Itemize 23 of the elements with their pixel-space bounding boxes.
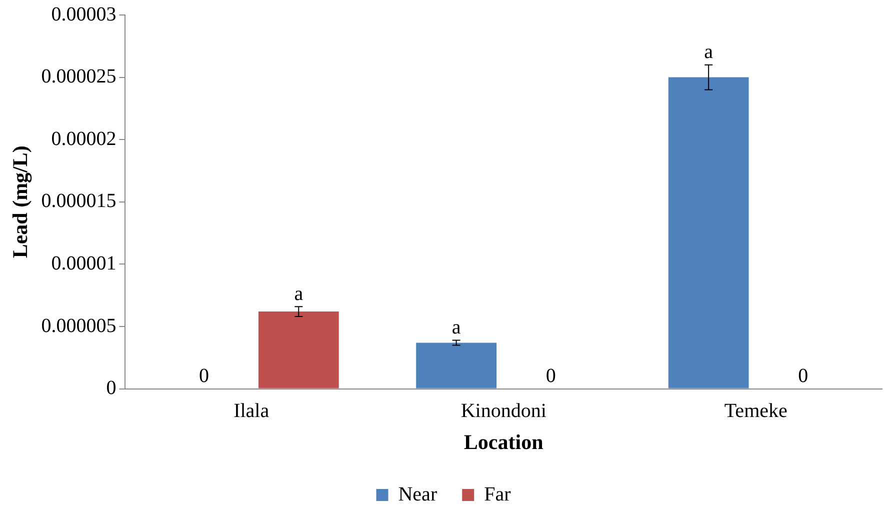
- bar: [668, 77, 749, 388]
- annotation: a: [294, 282, 304, 305]
- annotation: 0: [199, 365, 210, 388]
- bar: [416, 342, 497, 388]
- x-tick-label: Temeke: [724, 400, 788, 422]
- y-tick-label: 0.000025: [41, 66, 116, 88]
- annotation: a: [704, 41, 714, 64]
- y-tick-label: 0.00002: [51, 128, 116, 150]
- x-tick-label: Kinondoni: [460, 400, 547, 422]
- y-tick-label: 0.000015: [41, 190, 116, 212]
- x-axis-title: Location: [464, 430, 544, 454]
- bar: [258, 312, 339, 388]
- y-tick-label: 0.00003: [51, 3, 116, 26]
- y-tick-label: 0.000005: [41, 314, 116, 337]
- legend-label: Near: [398, 483, 438, 506]
- legend-label: Far: [484, 483, 512, 506]
- annotation: 0: [546, 365, 556, 388]
- annotation: 0: [798, 365, 808, 388]
- y-axis-title: Lead (mg/L): [8, 146, 32, 258]
- y-tick-label: 0: [106, 377, 116, 400]
- x-tick-label: Ilala: [234, 400, 270, 422]
- y-tick-label: 0.00001: [51, 252, 116, 274]
- annotation: a: [452, 316, 461, 338]
